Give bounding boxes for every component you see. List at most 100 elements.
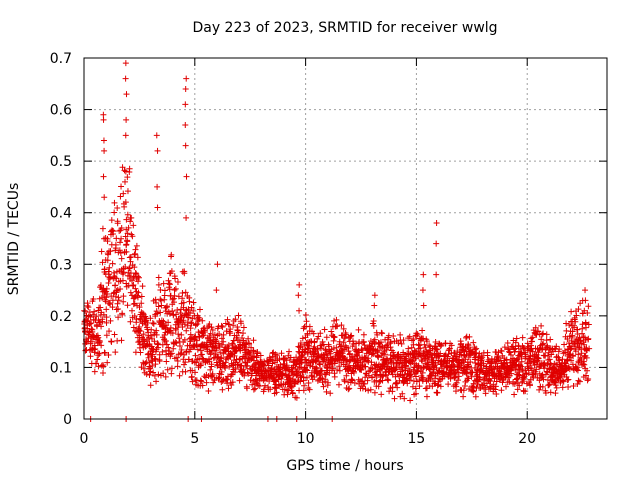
data-point xyxy=(155,371,162,378)
data-point xyxy=(250,337,257,344)
data-point xyxy=(295,292,302,299)
data-point xyxy=(399,366,406,373)
data-point xyxy=(335,381,342,388)
data-point xyxy=(136,304,143,311)
data-point xyxy=(107,248,114,255)
data-point xyxy=(128,277,135,284)
data-point xyxy=(343,331,350,338)
data-point xyxy=(303,318,310,325)
data-point xyxy=(120,190,127,197)
data-point xyxy=(143,371,150,378)
data-point xyxy=(513,335,520,342)
data-point xyxy=(326,370,333,377)
data-point xyxy=(570,353,577,360)
data-point xyxy=(208,324,215,331)
data-point xyxy=(330,365,337,372)
data-point xyxy=(443,363,450,370)
data-point xyxy=(331,333,338,340)
data-point xyxy=(131,313,138,320)
data-point xyxy=(562,349,569,356)
data-point xyxy=(205,387,212,394)
data-point xyxy=(472,360,479,367)
data-point xyxy=(207,366,214,373)
data-point xyxy=(151,338,158,345)
data-point xyxy=(412,390,419,397)
data-point xyxy=(460,387,467,394)
data-point xyxy=(181,336,188,343)
data-point xyxy=(327,350,334,357)
data-point xyxy=(183,214,190,221)
data-point xyxy=(377,339,384,346)
data-point xyxy=(406,333,413,340)
x-tick-label: 0 xyxy=(80,431,89,447)
chart-title: Day 223 of 2023, SRMTID for receiver wwl… xyxy=(192,20,497,36)
data-point xyxy=(124,230,131,237)
data-point xyxy=(99,259,106,266)
data-point xyxy=(198,378,205,385)
data-point xyxy=(566,322,573,329)
data-point xyxy=(446,346,453,353)
data-point xyxy=(168,365,175,372)
data-point xyxy=(254,379,261,386)
data-point xyxy=(367,386,374,393)
data-point xyxy=(371,302,378,309)
data-point xyxy=(172,275,179,282)
data-point xyxy=(105,352,112,359)
data-point xyxy=(323,364,330,371)
data-point xyxy=(182,289,189,296)
data-point xyxy=(384,376,391,383)
data-point xyxy=(100,116,107,123)
data-point xyxy=(169,307,176,314)
data-point xyxy=(89,326,96,333)
data-point xyxy=(362,386,369,393)
data-point xyxy=(178,313,185,320)
data-point xyxy=(482,384,489,391)
data-point xyxy=(176,335,183,342)
data-point xyxy=(118,183,125,190)
data-point xyxy=(106,299,113,306)
data-point xyxy=(317,330,324,337)
data-point xyxy=(160,370,167,377)
y-tick-label: 0.6 xyxy=(50,103,72,119)
data-point xyxy=(322,346,329,353)
data-point xyxy=(302,312,309,319)
data-point xyxy=(543,368,550,375)
data-point xyxy=(324,352,331,359)
data-point xyxy=(192,369,199,376)
data-point xyxy=(438,342,445,349)
data-point xyxy=(190,299,197,306)
data-point xyxy=(314,365,321,372)
data-point xyxy=(584,367,591,374)
data-point xyxy=(122,233,129,240)
data-point xyxy=(420,271,427,278)
data-point xyxy=(124,237,131,244)
data-point xyxy=(370,318,377,325)
data-point xyxy=(166,286,173,293)
data-point xyxy=(351,347,358,354)
data-point xyxy=(175,331,182,338)
data-point xyxy=(182,359,189,366)
data-point xyxy=(199,355,206,362)
data-point xyxy=(448,342,455,349)
data-point xyxy=(140,331,147,338)
data-point xyxy=(125,224,132,231)
data-point xyxy=(412,385,419,392)
data-point xyxy=(538,336,545,343)
data-point xyxy=(266,356,273,363)
data-point xyxy=(103,294,110,301)
data-point xyxy=(111,331,118,338)
data-point xyxy=(433,240,440,247)
data-point xyxy=(529,348,536,355)
data-point xyxy=(340,339,347,346)
data-point xyxy=(564,376,571,383)
data-point xyxy=(379,330,386,337)
data-point xyxy=(216,374,223,381)
data-point xyxy=(289,390,296,397)
data-point xyxy=(376,378,383,385)
data-point xyxy=(574,367,581,374)
data-point xyxy=(90,295,97,302)
data-point xyxy=(95,307,102,314)
data-point xyxy=(346,385,353,392)
data-point xyxy=(317,368,324,375)
